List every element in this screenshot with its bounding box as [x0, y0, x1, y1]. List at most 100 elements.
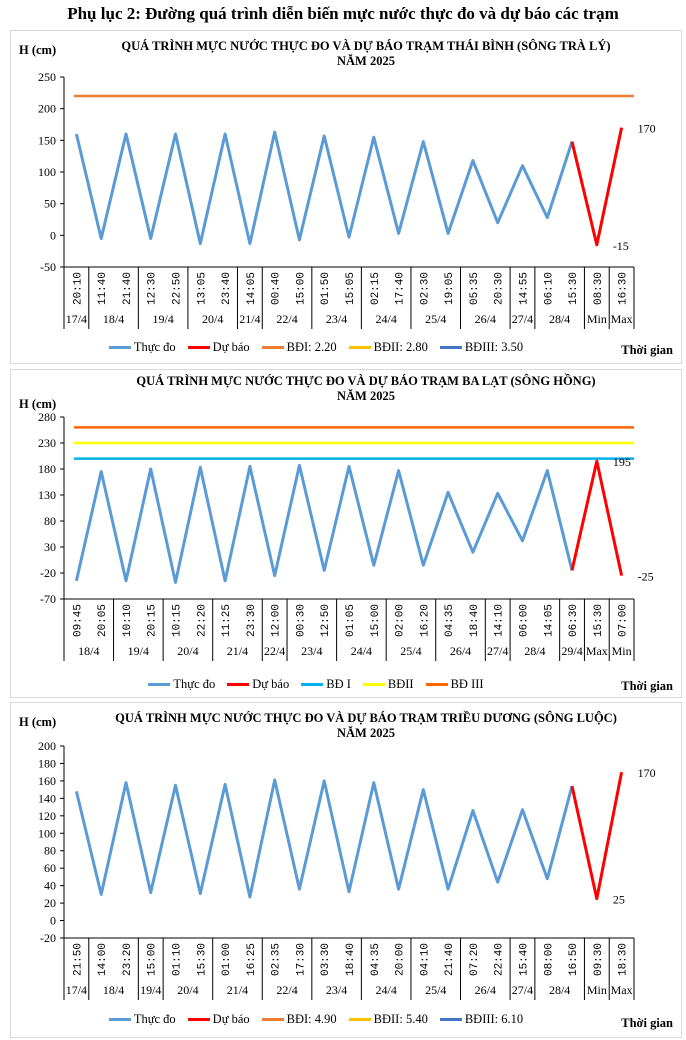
y-tick-label: 200 — [38, 739, 56, 753]
group-label: 28/4 — [549, 983, 570, 997]
chart-title-line: QUÁ TRÌNH MỰC NƯỚC THỰC ĐO VÀ DỰ BÁO TRẠ… — [121, 39, 611, 53]
data-label: 170 — [638, 122, 656, 136]
x-tick-label: 20:30 — [494, 272, 506, 305]
x-tick-label: 07:20 — [469, 943, 481, 976]
x-tick-label: 16:50 — [568, 943, 580, 976]
group-label: 17/4 — [66, 312, 87, 326]
x-tick-label: 16:20 — [419, 604, 431, 637]
x-tick-label: 15:05 — [345, 272, 357, 305]
series-line-du-bao — [570, 127, 624, 247]
x-tick-label: 02:35 — [271, 943, 283, 976]
group-label: Min — [587, 983, 607, 997]
x-tick-label: 15:00 — [370, 604, 382, 637]
x-tick-label: 09:45 — [72, 604, 84, 637]
y-tick-label: 150 — [38, 133, 56, 147]
x-tick-label: 06:10 — [543, 272, 555, 305]
legend-item: BĐII — [362, 677, 414, 692]
x-tick-label: 23:30 — [246, 604, 258, 637]
x-tick-label: 21:40 — [444, 943, 456, 976]
legend-swatch — [148, 683, 171, 686]
chart-title-line: QUÁ TRÌNH MỰC NƯỚC THỰC ĐO VÀ DỰ BÁO TRẠ… — [136, 374, 596, 388]
group-label: 18/4 — [78, 644, 99, 658]
legend: Thực đo Dự báo BĐI: 4.90 BĐII: 5.40 BĐIII: 6… — [11, 1012, 681, 1027]
x-tick-label: 20:15 — [147, 604, 159, 637]
chart-title: QUÁ TRÌNH MỰC NƯỚC THỰC ĐO VÀ DỰ BÁO TRẠ… — [71, 711, 661, 741]
group-label: 18/4 — [103, 312, 124, 326]
y-tick-label: 230 — [38, 436, 56, 450]
group-label: 22/4 — [264, 644, 285, 658]
legend-label: BĐI: 2.20 — [286, 340, 337, 354]
x-tick-label: 21:40 — [122, 272, 134, 305]
group-label: Min — [612, 644, 632, 658]
group-label: 26/4 — [475, 312, 496, 326]
y-tick-label: 180 — [38, 756, 56, 770]
x-axis-label: Thời gian — [621, 679, 673, 693]
group-label: Max — [611, 983, 633, 997]
group-label: 23/4 — [301, 644, 322, 658]
group-label: 23/4 — [326, 312, 347, 326]
x-tick-label: 15:00 — [295, 272, 307, 305]
legend-swatch — [348, 346, 371, 349]
legend-swatch — [227, 683, 250, 686]
x-tick-label: 11:25 — [221, 604, 233, 637]
y-tick-label: 0 — [50, 914, 56, 928]
legend-swatch — [362, 683, 385, 686]
data-label: 170 — [638, 766, 656, 780]
x-tick-label: 02:00 — [395, 604, 407, 637]
x-tick-label: 11:40 — [97, 272, 109, 305]
data-label: 195 — [613, 455, 631, 469]
x-tick-label: 10:15 — [172, 604, 184, 637]
y-tick-label: 30 — [44, 540, 56, 554]
x-tick-label: 15:30 — [196, 943, 208, 976]
x-tick-label: 23:20 — [122, 943, 134, 976]
x-tick-label: 12:50 — [320, 604, 332, 637]
y-tick-label: 160 — [38, 774, 56, 788]
group-label: 21/4 — [227, 644, 248, 658]
y-tick-label: 20 — [44, 896, 56, 910]
y-tick-label: 50 — [44, 197, 56, 211]
group-label: 25/4 — [425, 312, 446, 326]
legend-label: BĐ III — [450, 677, 484, 691]
chart-plot: 250 200 150 100 50 0 -50 20:10 11:40 21:40 12:30 22… — [38, 70, 656, 329]
x-tick-label: 04:35 — [444, 604, 456, 637]
group-label: 19/4 — [140, 983, 161, 997]
series-line-thuc-do — [74, 130, 574, 246]
group-label: 20/4 — [177, 983, 198, 997]
x-tick-label: 18:40 — [469, 604, 481, 637]
group-label: Max — [611, 312, 633, 326]
y-axis-label: H (cm) — [19, 715, 57, 729]
data-label: -15 — [613, 239, 629, 253]
chart-subtitle: NĂM 2025 — [337, 726, 395, 740]
x-tick-label: 14:00 — [97, 943, 109, 976]
x-tick-label: 22:40 — [494, 943, 506, 976]
group-label: 28/4 — [549, 312, 570, 326]
series-line-du-bao — [570, 771, 624, 901]
group-label: 29/4 — [561, 644, 582, 658]
legend-item: BĐ I — [301, 677, 351, 692]
group-label: 21/4 — [227, 983, 248, 997]
legend-label: BĐI: 4.90 — [286, 1012, 337, 1026]
series-line-thuc-do — [74, 778, 574, 899]
y-tick-label: 40 — [44, 879, 56, 893]
x-axis-label: Thời gian — [621, 1016, 673, 1030]
group-label: 28/4 — [524, 644, 545, 658]
y-tick-label: 100 — [38, 826, 56, 840]
group-label: 26/4 — [450, 644, 471, 658]
legend-swatch — [261, 346, 284, 349]
x-tick-label: 14:05 — [246, 272, 258, 305]
legend-item: Thực đo — [108, 340, 176, 355]
chart-title: QUÁ TRÌNH MỰC NƯỚC THỰC ĐO VÀ DỰ BÁO TRẠ… — [71, 39, 661, 69]
y-tick-label: 60 — [44, 861, 56, 875]
group-label: 22/4 — [276, 312, 297, 326]
x-tick-label: 04:10 — [419, 943, 431, 976]
group-label: 27/4 — [512, 983, 533, 997]
y-tick-label: -70 — [40, 592, 56, 606]
x-tick-label: 22:20 — [196, 604, 208, 637]
group-label: 27/4 — [487, 644, 508, 658]
legend-item: Dự báo — [187, 1012, 250, 1027]
x-tick-label: 13:05 — [196, 272, 208, 305]
x-tick-label: 20:05 — [97, 604, 109, 637]
x-tick-label: 01:50 — [320, 272, 332, 305]
x-tick-label: 18:30 — [618, 943, 630, 976]
x-tick-label: 08:30 — [593, 272, 605, 305]
